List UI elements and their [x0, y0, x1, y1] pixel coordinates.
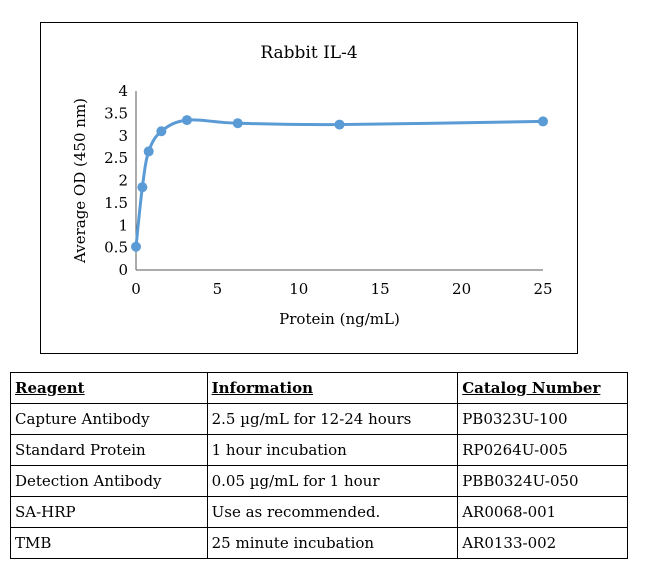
chart-title: Rabbit IL-4 [260, 43, 358, 63]
data-point [181, 115, 192, 126]
y-tick-label: 3.5 [104, 104, 128, 122]
header-reagent: Reagent [10, 372, 208, 404]
y-tick-label: 4 [118, 82, 128, 100]
cell-reagent: Capture Antibody [10, 403, 208, 435]
table-header-row: Reagent Information Catalog Number [10, 372, 628, 404]
y-tick-label: 0 [118, 261, 128, 279]
data-point [131, 241, 141, 252]
x-tick-label: 0 [131, 280, 141, 298]
y-tick-label: 1 [118, 216, 128, 234]
data-point [232, 118, 243, 129]
cell-catalog-number: AR0133-002 [457, 527, 628, 559]
x-tick-label: 20 [452, 280, 471, 298]
cell-reagent: Detection Antibody [10, 465, 208, 497]
data-point [156, 126, 167, 137]
data-point [137, 182, 148, 193]
data-point [143, 146, 154, 157]
cell-information: 25 minute incubation [206, 527, 459, 559]
y-tick-label: 1.5 [104, 194, 128, 212]
x-tick-label: 25 [533, 280, 552, 298]
table-row: SA-HRP Use as recommended. AR0068-001 [10, 496, 628, 528]
cell-reagent: TMB [10, 527, 208, 559]
reagent-table: Reagent Information Catalog Number Captu… [10, 372, 628, 559]
header-information: Information [206, 372, 459, 404]
cell-information: Use as recommended. [206, 496, 459, 528]
series-line [134, 118, 544, 247]
x-tick-label: 5 [213, 280, 223, 298]
cell-catalog-number: PB0323U-100 [457, 403, 628, 435]
x-tick-label: 15 [371, 280, 390, 298]
y-tick-label: 0.5 [104, 239, 128, 257]
y-tick-label: 3 [118, 127, 128, 145]
chart-plot: 0 0.5 1 1.5 2 2.5 3 3.5 4 0 5 10 15 20 25 Protein (ng/m… [71, 82, 553, 328]
data-point [334, 119, 345, 130]
cell-reagent: Standard Protein [10, 434, 208, 466]
y-axis-title: Average OD (450 nm) [71, 98, 89, 264]
cell-catalog-number: PBB0324U-050 [457, 465, 628, 497]
cell-information: 0.05 µg/mL for 1 hour [206, 465, 459, 497]
data-point [538, 116, 548, 127]
y-tick-label: 2.5 [104, 149, 128, 167]
chart-frame: Rabbit IL-4 0 0.5 1 1.5 2 2.5 3 3.5 4 0 5 10 15 20 25 P… [40, 22, 578, 354]
table-row: TMB 25 minute incubation AR0133-002 [10, 527, 628, 559]
table-row: Detection Antibody 0.05 µg/mL for 1 hour… [10, 465, 628, 497]
y-tick-label: 2 [118, 172, 128, 190]
cell-reagent: SA-HRP [10, 496, 208, 528]
table-row: Standard Protein 1 hour incubation RP026… [10, 434, 628, 466]
x-tick-label: 10 [289, 280, 308, 298]
x-axis-title: Protein (ng/mL) [279, 310, 400, 328]
cell-catalog-number: AR0068-001 [457, 496, 628, 528]
header-catalog-number: Catalog Number [457, 372, 628, 404]
table-row: Capture Antibody 2.5 µg/mL for 12-24 hou… [10, 403, 628, 435]
cell-information: 2.5 µg/mL for 12-24 hours [206, 403, 459, 435]
cell-catalog-number: RP0264U-005 [457, 434, 628, 466]
cell-information: 1 hour incubation [206, 434, 459, 466]
